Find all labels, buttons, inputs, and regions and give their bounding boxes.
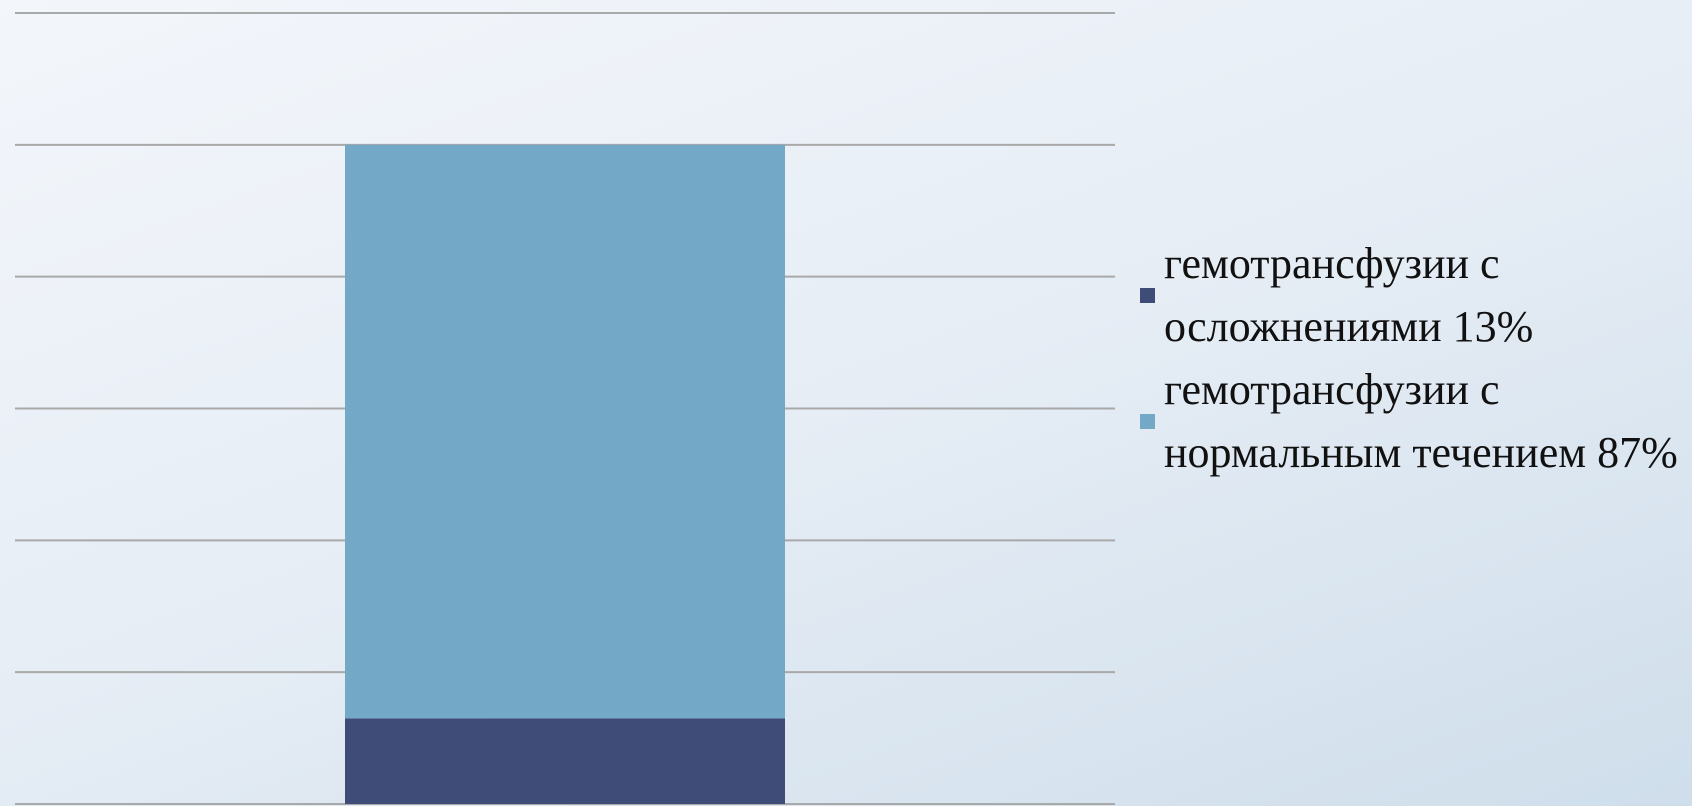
chart	[15, 12, 1115, 805]
legend-entry: гемотрансфузии с осложнениями 13%	[1140, 232, 1690, 358]
legend-label: гемотрансфузии с нормальным течением 87%	[1164, 365, 1678, 477]
legend-swatch	[1140, 413, 1155, 429]
bar-segment	[345, 144, 785, 719]
legend-entry: гемотрансфузии с нормальным течением 87%	[1140, 358, 1690, 484]
legend-swatch	[1140, 287, 1155, 303]
legend: гемотрансфузии с осложнениями 13% гемотра…	[1140, 232, 1690, 484]
bar-segment	[345, 718, 785, 804]
legend-label: гемотрансфузии с осложнениями 13%	[1164, 239, 1534, 351]
